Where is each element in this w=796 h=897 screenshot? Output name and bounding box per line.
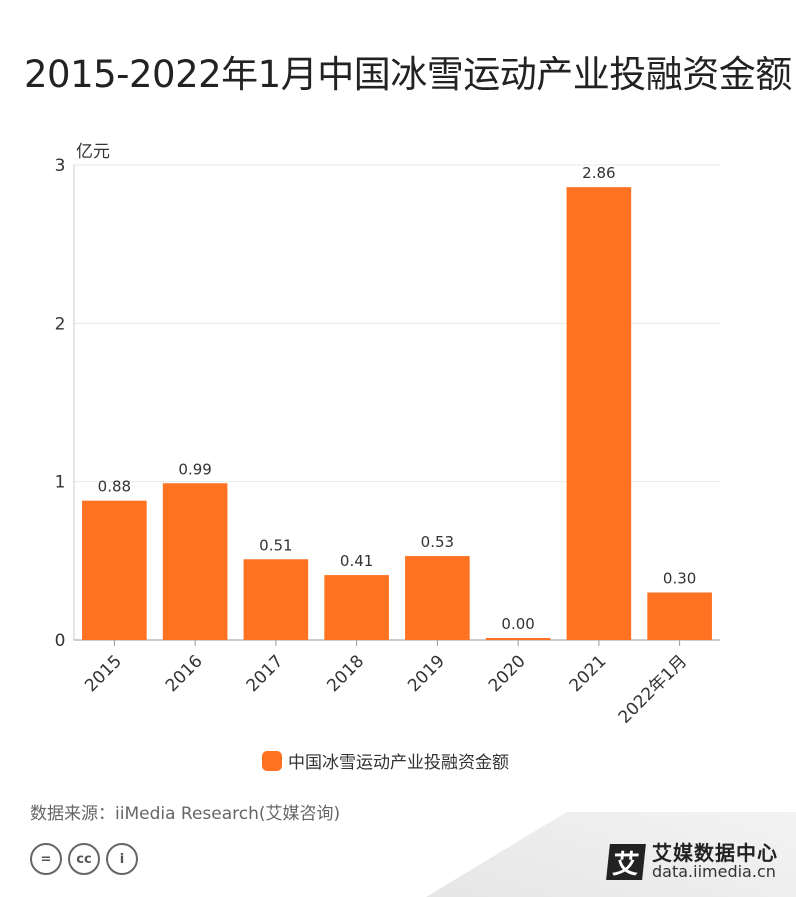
x-tick-label: 2020 xyxy=(485,651,530,696)
x-tick-label: 2016 xyxy=(162,651,207,696)
y-tick-label: 0 xyxy=(55,631,66,651)
bar xyxy=(566,187,632,640)
data-label: 0.30 xyxy=(663,570,696,588)
x-tick-label: 2017 xyxy=(243,651,288,696)
bar xyxy=(405,556,470,640)
cc-icon: cc xyxy=(68,843,100,875)
brand-logo-icon: 艾 xyxy=(606,843,646,880)
bar xyxy=(243,559,309,640)
x-tick-label: 2022年1月 xyxy=(615,651,691,727)
data-label: 0.00 xyxy=(501,615,534,633)
x-tick-label: 2015 xyxy=(81,651,126,696)
bar xyxy=(647,592,712,640)
brand-url[interactable]: data.iimedia.cn xyxy=(652,862,776,881)
y-axis-label: 亿元 xyxy=(76,142,110,162)
data-label: 0.99 xyxy=(178,460,211,478)
chart-title: 2015-2022年1月中国冰雪运动产业投融资金额 xyxy=(24,53,792,96)
cc-by-icon: i xyxy=(106,843,138,875)
bar xyxy=(485,638,551,640)
source-note: 数据来源：iiMedia Research(艾媒咨询) xyxy=(30,804,341,824)
bar xyxy=(324,575,389,640)
y-tick-label: 3 xyxy=(55,156,66,176)
brand[interactable]: 艾 艾媒数据中心 data.iimedia.cn xyxy=(606,841,778,881)
data-label: 0.53 xyxy=(421,533,454,551)
legend[interactable]: 中国冰雪运动产业投融资金额 xyxy=(262,748,509,773)
bar-chart: 0 1 2 3 亿元 0.88 2015 0.99 2016 0.51 2017 0.41 2018 0.… xyxy=(55,142,720,728)
data-label: 2.86 xyxy=(582,164,615,182)
data-label: 0.41 xyxy=(340,552,373,570)
legend-swatch xyxy=(262,750,282,771)
y-tick-label: 1 xyxy=(55,473,66,493)
x-tick-label: 2021 xyxy=(566,651,611,696)
x-tick-label: 2018 xyxy=(323,651,368,696)
y-tick-label: 2 xyxy=(55,314,66,334)
brand-name: 艾媒数据中心 xyxy=(652,841,778,865)
license-icons: = cc i xyxy=(30,843,138,875)
x-tick-label: 2019 xyxy=(404,651,449,696)
bar xyxy=(82,500,147,640)
data-label: 0.88 xyxy=(98,478,131,496)
data-label: 0.51 xyxy=(259,536,292,554)
legend-label: 中国冰雪运动产业投融资金额 xyxy=(288,753,509,773)
bar xyxy=(162,483,228,640)
cc-nd-icon: = xyxy=(30,843,62,875)
